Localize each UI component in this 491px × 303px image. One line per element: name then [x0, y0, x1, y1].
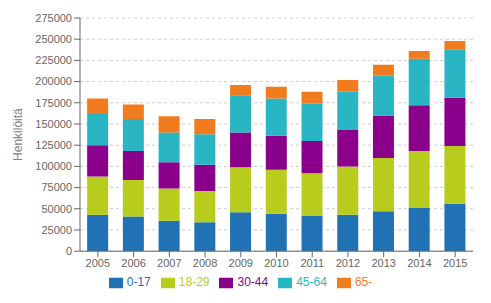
html-text:45-64: 45-64 [296, 275, 327, 290]
svg-text:150000: 150000 [35, 118, 72, 130]
svg-text:2010: 2010 [264, 257, 288, 269]
html-text:65-: 65- [354, 275, 373, 290]
svg-text:0: 0 [66, 245, 72, 257]
svg-text:2007: 2007 [157, 257, 181, 269]
svg-text:2015: 2015 [443, 257, 467, 269]
svg-text:25000: 25000 [41, 224, 72, 236]
svg-text:100000: 100000 [35, 160, 72, 172]
svg-text:2013: 2013 [371, 257, 395, 269]
svg-text:75000: 75000 [41, 181, 72, 193]
svg-text:200000: 200000 [35, 75, 72, 87]
svg-text:2011: 2011 [300, 257, 324, 269]
svg-text:50000: 50000 [41, 203, 72, 215]
html-text:0-17: 0-17 [126, 275, 151, 290]
html-text:30-44: 30-44 [237, 275, 269, 290]
html-text:18-29: 18-29 [178, 275, 210, 290]
svg-text:2005: 2005 [86, 257, 110, 269]
svg-text:2009: 2009 [229, 257, 253, 269]
svg-text:Henkilöitä: Henkilöitä [11, 108, 25, 161]
svg-text:175000: 175000 [35, 97, 72, 109]
svg-text:2014: 2014 [407, 257, 431, 269]
svg-text:2006: 2006 [121, 257, 145, 269]
svg-text:2008: 2008 [193, 257, 217, 269]
svg-text:225000: 225000 [35, 54, 72, 66]
svg-text:250000: 250000 [35, 33, 72, 45]
svg-text:125000: 125000 [35, 139, 72, 151]
svg-text:275000: 275000 [35, 12, 72, 24]
svg-text:2012: 2012 [336, 257, 360, 269]
